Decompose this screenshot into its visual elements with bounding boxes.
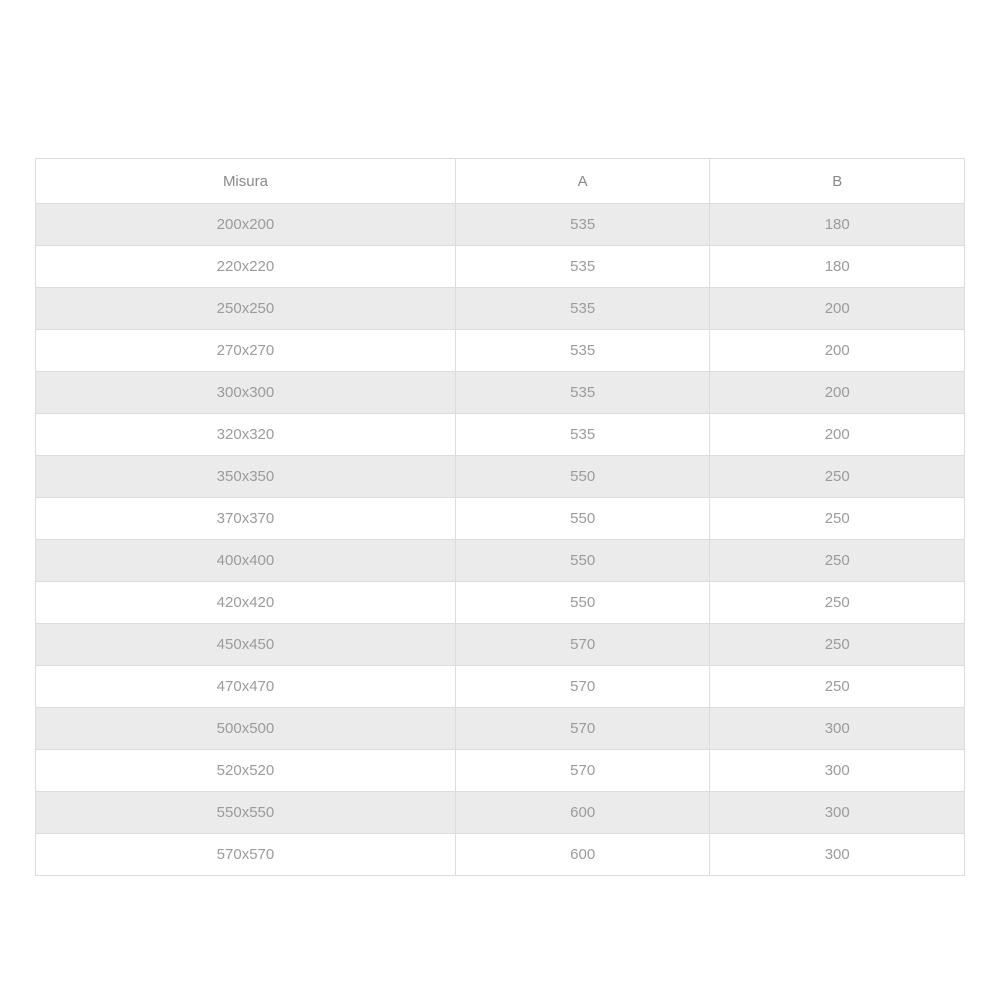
table-cell-a: 535: [454, 413, 711, 456]
table-body: 200x200 535 180 220x220 535 180 250x250 535 200 2…: [35, 203, 965, 876]
table-cell-b: 180: [709, 245, 965, 288]
table-header: Misura A B: [35, 158, 965, 204]
table-cell-b: 300: [709, 791, 965, 834]
table-row: 270x270 535 200: [35, 329, 965, 372]
table-cell-a: 570: [454, 665, 711, 708]
table-row: 200x200 535 180: [35, 203, 965, 246]
table-cell-misura: 520x520: [35, 749, 456, 792]
table-row: 500x500 570 300: [35, 707, 965, 750]
table-cell-b: 250: [709, 455, 965, 498]
table-row: 550x550 600 300: [35, 791, 965, 834]
table-cell-a: 570: [454, 623, 711, 666]
table-row: 400x400 550 250: [35, 539, 965, 582]
column-header-b: B: [709, 158, 965, 204]
size-table: Misura A B 200x200 535 180 220x220 535 180 250…: [35, 158, 965, 876]
table-cell-b: 250: [709, 665, 965, 708]
table-cell-b: 250: [709, 581, 965, 624]
table-cell-misura: 450x450: [35, 623, 456, 666]
table-cell-b: 200: [709, 329, 965, 372]
table-cell-b: 250: [709, 497, 965, 540]
table-cell-misura: 300x300: [35, 371, 456, 414]
table-cell-b: 200: [709, 371, 965, 414]
table-cell-a: 550: [454, 581, 711, 624]
table-cell-a: 535: [454, 245, 711, 288]
table-cell-b: 250: [709, 623, 965, 666]
table-cell-b: 250: [709, 539, 965, 582]
table-cell-misura: 370x370: [35, 497, 456, 540]
table-cell-a: 600: [454, 791, 711, 834]
table-cell-b: 200: [709, 413, 965, 456]
table-cell-misura: 200x200: [35, 203, 456, 246]
table-cell-a: 550: [454, 539, 711, 582]
table-cell-misura: 320x320: [35, 413, 456, 456]
table-row: 450x450 570 250: [35, 623, 965, 666]
table-cell-b: 300: [709, 749, 965, 792]
table-row: 350x350 550 250: [35, 455, 965, 498]
table-cell-misura: 420x420: [35, 581, 456, 624]
table-cell-misura: 270x270: [35, 329, 456, 372]
table-header-row: Misura A B: [35, 158, 965, 204]
table-cell-a: 570: [454, 749, 711, 792]
table-row: 300x300 535 200: [35, 371, 965, 414]
table-cell-a: 535: [454, 371, 711, 414]
table-row: 470x470 570 250: [35, 665, 965, 708]
table-row: 220x220 535 180: [35, 245, 965, 288]
table-cell-misura: 250x250: [35, 287, 456, 330]
table-row: 250x250 535 200: [35, 287, 965, 330]
table-cell-misura: 350x350: [35, 455, 456, 498]
table-cell-a: 535: [454, 329, 711, 372]
table-row: 570x570 600 300: [35, 833, 965, 876]
table-cell-misura: 400x400: [35, 539, 456, 582]
table-row: 420x420 550 250: [35, 581, 965, 624]
table-cell-misura: 500x500: [35, 707, 456, 750]
table-cell-b: 300: [709, 707, 965, 750]
table-cell-a: 550: [454, 455, 711, 498]
table-cell-a: 570: [454, 707, 711, 750]
table-row: 370x370 550 250: [35, 497, 965, 540]
table-cell-misura: 470x470: [35, 665, 456, 708]
table-cell-a: 535: [454, 287, 711, 330]
table-cell-a: 600: [454, 833, 711, 876]
table-cell-b: 200: [709, 287, 965, 330]
table-cell-b: 180: [709, 203, 965, 246]
table-cell-misura: 550x550: [35, 791, 456, 834]
column-header-misura: Misura: [35, 158, 456, 204]
table-cell-b: 300: [709, 833, 965, 876]
table-cell-misura: 220x220: [35, 245, 456, 288]
table-cell-a: 535: [454, 203, 711, 246]
table-row: 320x320 535 200: [35, 413, 965, 456]
column-header-a: A: [454, 158, 711, 204]
table-cell-misura: 570x570: [35, 833, 456, 876]
table-cell-a: 550: [454, 497, 711, 540]
size-table-container: Misura A B 200x200 535 180 220x220 535 180 250…: [35, 158, 965, 876]
table-row: 520x520 570 300: [35, 749, 965, 792]
